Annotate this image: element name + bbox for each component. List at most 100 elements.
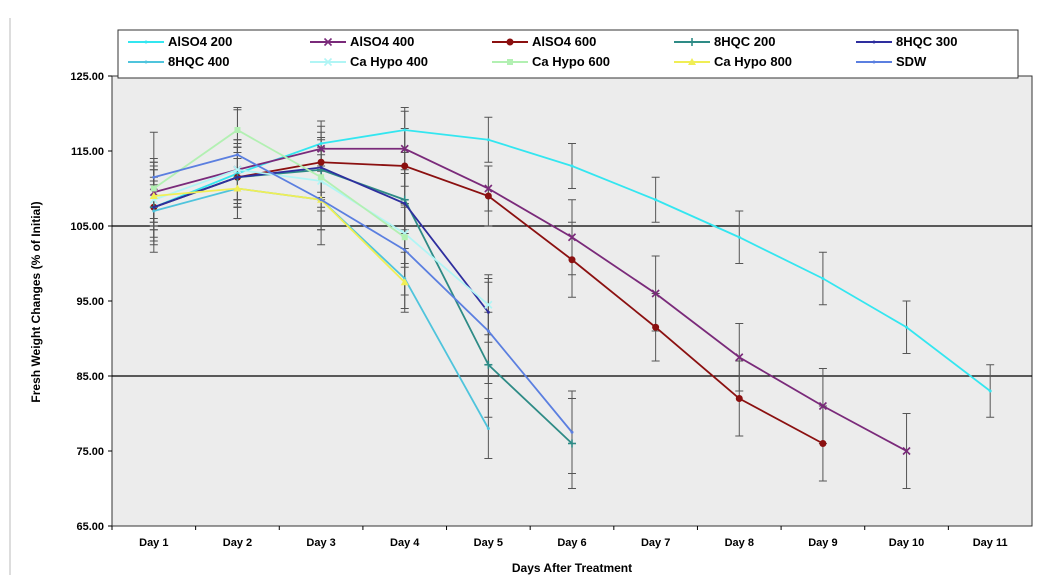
x-axis-title: Days After Treatment (512, 561, 632, 575)
data-point (403, 128, 407, 132)
x-tick-label: Day 7 (641, 537, 670, 549)
series-sdw (152, 153, 574, 434)
legend-label: AlSO4 200 (168, 34, 232, 49)
x-tick-label: Day 9 (808, 537, 837, 549)
data-point (570, 430, 574, 434)
y-tick-label: 65.00 (76, 521, 104, 533)
data-point (486, 427, 490, 430)
data-point (234, 127, 241, 133)
legend-label: 8HQC 300 (896, 34, 957, 49)
data-point (486, 138, 490, 142)
data-point (401, 162, 409, 170)
y-axis-title: Fresh Weight Changes (% of Initial) (29, 201, 43, 402)
data-point (319, 166, 323, 169)
data-point (403, 202, 407, 205)
legend-marker (688, 58, 696, 65)
legend-label: Ca Hypo 800 (714, 54, 792, 69)
x-axis: Day 1 Day 2 Day 3 Day 4 Day 5 Day 6 Day 7 Day 8… (111, 526, 1008, 549)
data-point (319, 142, 323, 145)
data-point (484, 300, 493, 309)
series-ca-hypo-400 (149, 165, 493, 309)
y-tick-label: 95.00 (76, 296, 104, 308)
series-line (153, 153, 573, 433)
x-tick-label: Day 1 (139, 537, 168, 549)
data-point (821, 277, 825, 280)
legend-marker (323, 57, 333, 67)
data-point (905, 325, 909, 329)
data-point (652, 323, 660, 331)
x-tick-label: Day 10 (889, 537, 924, 549)
data-point (484, 192, 492, 200)
data-point (317, 158, 325, 166)
x-tick-label: Day 6 (557, 537, 586, 549)
data-point (902, 446, 911, 456)
x-tick-label: Day 5 (474, 537, 503, 549)
data-point (400, 144, 409, 153)
data-point (735, 395, 743, 402)
series-line (153, 128, 406, 238)
x-tick-label: Day 4 (390, 537, 420, 549)
legend-marker (872, 40, 876, 44)
legend-box (117, 29, 1019, 79)
series-also4-600 (150, 158, 827, 447)
data-point (400, 278, 409, 286)
legend-label: 8HQC 400 (168, 54, 229, 69)
data-point (152, 175, 156, 179)
series-lines (149, 127, 992, 456)
legend-marker (506, 38, 514, 46)
legend-marker (688, 38, 696, 46)
legend-item: AlSO4 200 (128, 34, 232, 49)
y-axis: 65.00 75.00 85.00 95.00 105.00 115.00 125.00 (70, 71, 112, 533)
y-tick-label: 85.00 (76, 371, 104, 383)
data-point (654, 198, 658, 202)
data-point (486, 310, 490, 314)
x-tick-label: Day 8 (725, 537, 754, 549)
data-point (233, 184, 242, 192)
legend: AlSO4 200 AlSO4 400 AlSO4 600 8HQC 200 8HQC … (128, 34, 957, 69)
legend-item: AlSO4 600 (492, 34, 596, 49)
data-point (318, 174, 325, 181)
legend-item: 8HQC 200 (674, 34, 775, 49)
data-point (484, 360, 493, 369)
legend-label: Ca Hypo 400 (350, 54, 428, 69)
y-tick-label: 115.00 (71, 146, 104, 158)
data-point (735, 353, 744, 362)
legend-label: AlSO4 400 (350, 34, 414, 49)
legend-label: AlSO4 600 (532, 34, 596, 49)
data-point (818, 401, 827, 411)
y-tick-label: 105.00 (70, 221, 104, 233)
data-point (737, 235, 741, 239)
data-point (149, 192, 158, 199)
legend-marker (507, 59, 513, 65)
data-point (152, 205, 156, 209)
legend-item: Ca Hypo 600 (492, 54, 610, 69)
series-line (153, 187, 406, 283)
data-point (233, 165, 242, 174)
x-tick-label: Day 2 (223, 537, 252, 549)
legend-label: 8HQC 200 (714, 34, 775, 49)
legend-item: 8HQC 300 (856, 34, 957, 49)
legend-item: AlSO4 400 (310, 34, 414, 49)
data-point (403, 248, 407, 252)
data-point (568, 256, 576, 264)
legend-marker (144, 60, 148, 64)
data-point (401, 234, 408, 241)
legend-item: Ca Hypo 400 (310, 54, 428, 69)
data-point (484, 184, 493, 193)
legend-item: 8HQC 400 (128, 54, 229, 69)
data-point (235, 175, 239, 179)
y-tick-label: 75.00 (76, 446, 104, 458)
x-tick-label: Day 3 (306, 537, 335, 549)
legend-label: SDW (896, 54, 927, 69)
legend-item: SDW (856, 54, 927, 69)
data-point (568, 439, 576, 448)
y-tick-label: 125.00 (70, 71, 104, 83)
data-point (567, 233, 577, 242)
legend-marker (144, 40, 148, 44)
data-point (988, 389, 992, 393)
data-point (319, 198, 323, 202)
data-point (570, 164, 574, 168)
legend-marker (323, 37, 333, 47)
data-point (152, 209, 156, 213)
